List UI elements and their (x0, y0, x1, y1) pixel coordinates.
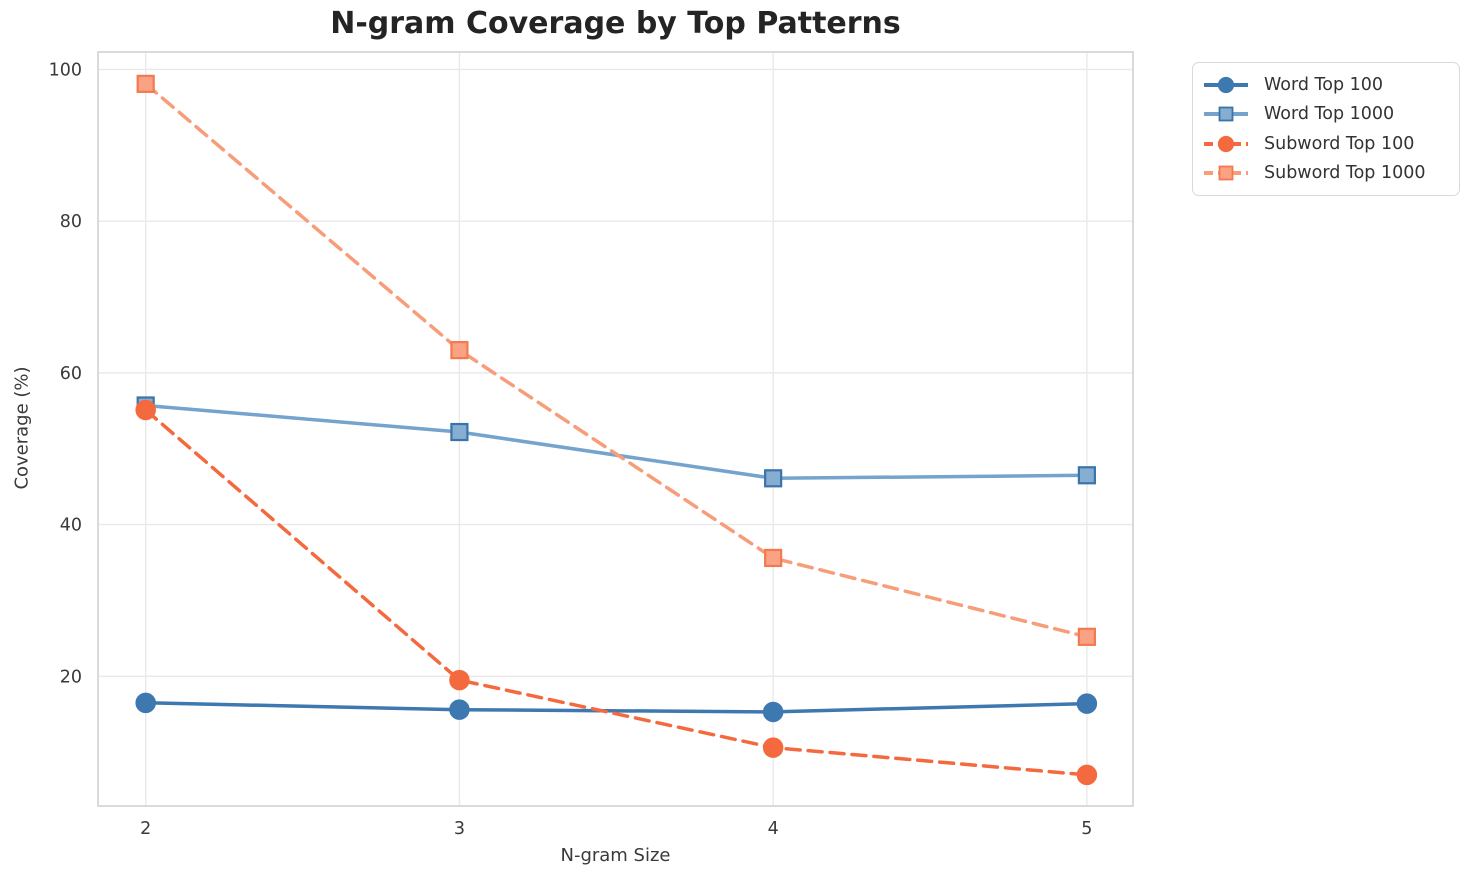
legend-sample-subword-top-100 (1204, 135, 1248, 152)
marker-square-word-top-1000 (450, 422, 469, 442)
y-tick-label: 20 (60, 667, 82, 687)
legend-marker-square (1218, 165, 1234, 181)
legend-label: Word Top 1000 (1264, 104, 1395, 125)
marker-circle-word-top-100 (762, 701, 784, 723)
series-line-subword-top-100 (143, 408, 1089, 777)
legend-item-word-top-100: Word Top 100 (1203, 70, 1447, 100)
legend-sample-subword-top-1000 (1204, 165, 1248, 181)
marker-circle-subword-top-100 (135, 399, 156, 421)
marker-square-subword-top-1000 (450, 341, 469, 360)
legend-item-word-top-1000: Word Top 1000 (1203, 100, 1447, 130)
legend-item-subword-top-1000: Subword Top 1000 (1203, 159, 1447, 189)
legend-marker-circle (1217, 76, 1235, 93)
legend-label: Word Top 100 (1264, 74, 1384, 95)
series-line-subword-top-1000 (143, 82, 1089, 639)
marker-square-subword-top-1000 (764, 548, 783, 568)
x-axis-label: N-gram Size (560, 845, 671, 866)
y-axis-label: Coverage (%) (11, 366, 33, 490)
marker-square-word-top-1000 (1077, 466, 1096, 485)
legend-label: Subword Top 1000 (1264, 163, 1426, 184)
marker-circle-subword-top-100 (1076, 764, 1098, 786)
series-line-word-top-100 (143, 701, 1089, 714)
x-tick-label: 5 (1081, 819, 1092, 839)
y-tick-label: 80 (60, 212, 82, 232)
marker-square-subword-top-1000 (1077, 627, 1096, 646)
legend-marker-circle (1217, 135, 1235, 152)
chart-title: N-gram Coverage by Top Patterns (330, 6, 901, 41)
marker-circle-subword-top-100 (449, 669, 470, 691)
y-tick-label: 40 (60, 516, 82, 536)
x-tick-label: 3 (454, 819, 465, 839)
marker-square-word-top-1000 (764, 469, 783, 488)
marker-circle-word-top-100 (1076, 693, 1098, 714)
legend-item-subword-top-100: Subword Top 100 (1203, 129, 1447, 159)
legend-label: Subword Top 100 (1264, 133, 1415, 154)
legend-marker-square (1218, 106, 1234, 122)
marker-circle-subword-top-100 (762, 737, 784, 758)
marker-circle-word-top-100 (135, 692, 156, 714)
legend-sample-word-top-100 (1204, 76, 1248, 93)
plot-spines (97, 51, 1134, 807)
y-tick-label: 60 (60, 364, 82, 384)
marker-circle-word-top-100 (449, 699, 470, 720)
x-tick-label: 4 (768, 819, 779, 839)
series-line-word-top-1000 (143, 403, 1089, 481)
y-tick-label: 100 (49, 60, 82, 80)
marker-square-subword-top-1000 (136, 74, 155, 93)
legend-sample-word-top-1000 (1204, 106, 1248, 122)
x-tick-label: 2 (140, 819, 151, 839)
legend: Word Top 100 Word Top 1000 Subword Top 100… (1192, 62, 1460, 196)
